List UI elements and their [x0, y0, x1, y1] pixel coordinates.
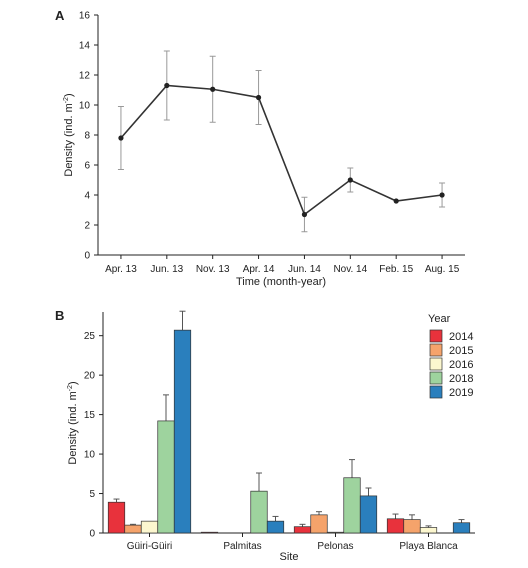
bar-2019	[359, 495, 378, 534]
panel-b-x-tick-label: Palmitas	[223, 541, 261, 552]
legend-swatch-2015	[429, 343, 443, 357]
legend-swatch-2014	[429, 329, 443, 343]
legend-label-2015: 2015	[449, 345, 473, 357]
panel-a-data-point	[210, 86, 216, 92]
panel-b-x-label: Site	[280, 551, 299, 563]
legend-label-2016: 2016	[449, 359, 473, 371]
legend-swatch-2016	[429, 357, 443, 371]
panel-a-x-tick-label: Feb. 15	[379, 264, 413, 275]
panel-b-error-bar	[256, 472, 262, 492]
panel-a-x-tick-label: Apr. 14	[243, 264, 275, 275]
bar-2015	[310, 514, 328, 534]
panel-b-x-tick-label: Pelonas	[317, 541, 353, 552]
panel-a-x-label: Time (month-year)	[236, 276, 326, 288]
panel-a-y-tick-label: 8	[84, 131, 90, 142]
panel-a-data-point	[255, 94, 262, 101]
panel-a-y-label: Density (ind. m-2)	[63, 93, 75, 176]
bar-2019	[173, 329, 192, 534]
panel-b-error-bar	[299, 523, 306, 527]
panel-b: B 0 5 10 15 20 25 Güiri-Güiri Palmitas Pelonas P…	[55, 308, 475, 563]
panel-b-error-bar	[272, 515, 279, 522]
bar-2014	[386, 518, 405, 534]
bar-2015	[403, 519, 421, 534]
bar-2018	[343, 477, 361, 534]
panel-a-x-tick-label: Nov. 13	[196, 264, 230, 275]
panel-b-y-tick-label: 15	[84, 410, 96, 421]
panel-b-error-bar	[179, 310, 186, 331]
bar-2019	[266, 520, 285, 534]
legend-label-2018: 2018	[449, 373, 473, 385]
panel-a-data-point	[439, 192, 445, 198]
panel-a-x-tick-label: Jun. 13	[150, 264, 183, 275]
panel-b-y-tick-label: 10	[84, 450, 96, 461]
panel-b-legend: Year 2014 2015 2016 2018 2019	[428, 313, 473, 399]
legend-label-2014: 2014	[449, 331, 473, 343]
panel-b-x-tick-label: Güiri-Güiri	[127, 541, 173, 552]
panel-b-error-bar	[113, 498, 120, 503]
panel-a-y-tick-label: 0	[84, 251, 90, 262]
panel-b-error-bar	[365, 487, 372, 496]
bar-2015	[124, 524, 142, 534]
panel-b-error-bar	[409, 514, 415, 520]
panel-a-data-point	[118, 135, 124, 141]
panel-a-y-tick-label: 2	[84, 221, 90, 232]
panel-a-x-tick-label: Jun. 14	[288, 264, 321, 275]
panel-a-y-tick-label: 4	[84, 191, 90, 202]
panel-b-error-bar	[163, 394, 169, 421]
legend-title: Year	[428, 313, 451, 325]
panel-b-error-bar	[316, 511, 322, 515]
panel-b-y-tick-label: 0	[89, 529, 95, 540]
panel-b-y-label: Density (ind. m-2)	[67, 381, 79, 464]
panel-b-y-tick-label: 25	[84, 331, 96, 342]
panel-a-label: A	[55, 8, 65, 23]
panel-b-label: B	[55, 308, 64, 323]
panel-b-x-tick-label: Playa Blanca	[399, 541, 458, 552]
panel-a-data-point	[301, 211, 308, 218]
panel-b-y-tick-label: 20	[84, 371, 96, 382]
bar-2016	[140, 520, 159, 534]
panel-a: A 0 2 4 6 8 10 12 14 16 Apr. 13 Jun. 13 Nov. 13 Apr…	[55, 8, 465, 288]
panel-b-error-bar	[458, 519, 465, 523]
panel-a-series-line	[120, 84, 443, 216]
panel-b-error-bar	[349, 459, 355, 478]
bar-2014	[200, 531, 219, 534]
bar-2018	[250, 490, 268, 534]
panel-a-y-tick-label: 10	[79, 101, 91, 112]
panel-a-x-tick-label: Nov. 14	[333, 264, 367, 275]
panel-a-data-point	[347, 177, 353, 183]
bar-2014	[107, 501, 126, 534]
panel-a-y-tick-label: 16	[79, 11, 91, 22]
panel-a-y-tick-label: 6	[84, 161, 90, 172]
panel-a-y-tick-label: 14	[79, 41, 91, 52]
panel-a-data-point	[393, 198, 399, 204]
panel-a-x-tick-label: Apr. 13	[105, 264, 137, 275]
panel-a-y-tick-label: 12	[79, 71, 91, 82]
panel-a-data-point	[164, 82, 170, 89]
legend-label-2019: 2019	[449, 387, 473, 399]
bar-2018	[157, 420, 175, 534]
legend-swatch-2019	[429, 385, 443, 399]
panel-b-y-tick-label: 5	[89, 489, 95, 500]
bar-2019	[452, 522, 471, 534]
bar-2016	[326, 531, 345, 534]
legend-swatch-2018	[429, 371, 443, 385]
panel-b-error-bar	[392, 513, 399, 519]
bar-2014	[293, 526, 312, 534]
bar-2016	[419, 527, 438, 534]
panel-a-x-tick-label: Aug. 15	[425, 264, 460, 275]
